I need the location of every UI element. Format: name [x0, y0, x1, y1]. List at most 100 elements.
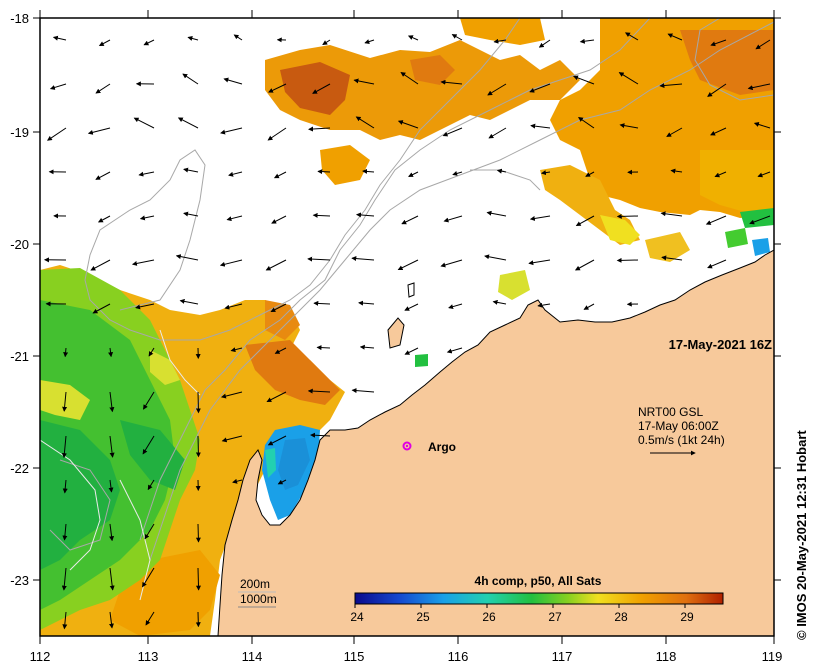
current-vector	[95, 83, 111, 94]
latitude-labels: -18 -19 -20 -21 -22 -23	[10, 11, 29, 588]
current-vector	[143, 391, 155, 410]
current-vector	[451, 34, 463, 41]
current-vector	[316, 345, 331, 351]
lat-tick-label: -20	[10, 237, 29, 252]
current-vector	[108, 611, 114, 629]
current-vector	[277, 479, 287, 485]
current-vector	[266, 391, 287, 403]
current-vector	[187, 36, 199, 41]
current-vector	[358, 300, 375, 306]
current-vector	[659, 83, 683, 89]
current-vector	[317, 169, 331, 175]
current-vector	[442, 127, 463, 137]
current-vector	[443, 215, 463, 223]
current-vector	[147, 479, 155, 491]
current-vector	[488, 127, 507, 139]
current-vector	[90, 259, 111, 271]
sst-field	[40, 18, 774, 636]
current-vector	[109, 435, 115, 458]
current-vector	[529, 215, 551, 221]
lat-tick-label: -23	[10, 573, 29, 588]
current-vector	[619, 123, 639, 129]
current-vector	[307, 388, 331, 394]
current-vector	[98, 39, 111, 47]
current-vector	[528, 259, 551, 266]
current-vector	[183, 167, 199, 173]
current-vector	[492, 299, 507, 305]
current-vector	[109, 567, 115, 591]
colorbar-tick-label: 26	[482, 610, 496, 624]
current-vector	[573, 75, 595, 85]
current-vector	[574, 259, 595, 271]
plot-frame	[39, 17, 775, 637]
current-vector	[182, 73, 199, 85]
current-vector	[397, 259, 419, 271]
argo-label: Argo	[428, 440, 456, 454]
current-vector	[144, 523, 155, 540]
current-vector	[220, 127, 243, 135]
current-vector	[219, 259, 243, 267]
colorbar-tick-label: 29	[680, 610, 694, 624]
current-vector	[230, 347, 243, 353]
current-vector	[362, 168, 375, 174]
current-vector	[749, 215, 771, 225]
depth-200-label: 200m	[240, 577, 270, 591]
current-vector	[583, 303, 595, 310]
current-vector	[109, 523, 115, 542]
current-vector	[312, 212, 331, 218]
current-vector	[705, 215, 727, 225]
colorbar-title: 4h comp, p50, All Sats	[475, 574, 602, 588]
current-vector	[223, 77, 243, 85]
longitude-labels: 112 113 114 115 116 117 118 119	[30, 649, 783, 664]
current-vector	[446, 347, 463, 354]
australian-coastline	[217, 249, 774, 636]
current-vector	[63, 347, 69, 358]
current-vector	[355, 212, 375, 218]
current-vector	[49, 83, 67, 90]
currents-legend: NRT00 GSL 17-May 06:00Z 0.5m/s (1kt 24h)	[638, 405, 725, 447]
current-vector	[62, 391, 68, 412]
current-vector	[133, 117, 155, 129]
current-vector	[537, 302, 551, 308]
current-vector	[87, 127, 111, 135]
current-vector	[228, 171, 243, 177]
current-vector	[97, 215, 111, 223]
current-vector	[224, 303, 243, 310]
current-vector	[271, 215, 287, 224]
current-vector	[177, 117, 199, 129]
lon-tick-label: 118	[656, 649, 677, 664]
current-vector	[351, 256, 375, 262]
current-vector	[404, 303, 419, 311]
timestamp-label: 17-May-2021 16Z	[669, 337, 772, 352]
current-vector	[108, 347, 114, 358]
lat-tick-label: -18	[10, 11, 29, 26]
current-vector	[274, 347, 287, 354]
current-vector	[273, 171, 287, 179]
lon-tick-label: 116	[448, 649, 469, 664]
current-vector	[448, 303, 463, 310]
sst-colorbar: 4h comp, p50, All Sats 24 25 26 27 28 29	[350, 574, 724, 624]
colorbar-tick-label: 24	[350, 610, 364, 624]
colorbar-tick-label: 27	[548, 610, 562, 624]
depth-1000-label: 1000m	[240, 592, 277, 606]
current-vector	[747, 83, 771, 91]
current-vector	[220, 391, 243, 399]
current-vector	[578, 117, 595, 129]
lat-tick-label: -22	[10, 461, 29, 476]
imos-credit: © IMOS 20-May-2021 12:31 Hobart	[794, 430, 809, 640]
current-vector	[757, 171, 771, 178]
current-vector	[195, 523, 201, 543]
lat-tick-label: -21	[10, 349, 29, 364]
current-vector	[353, 78, 375, 85]
colorbar-tick-label: 28	[614, 610, 628, 624]
current-vector	[579, 38, 595, 44]
current-vector	[529, 83, 551, 93]
current-vector	[364, 39, 375, 44]
lon-tick-label: 117	[552, 649, 573, 664]
current-vector	[484, 254, 507, 261]
current-vector	[404, 347, 419, 355]
current-vector	[47, 127, 67, 141]
argo-float-marker	[402, 441, 412, 451]
current-vector	[195, 391, 201, 414]
current-vector	[452, 171, 463, 176]
